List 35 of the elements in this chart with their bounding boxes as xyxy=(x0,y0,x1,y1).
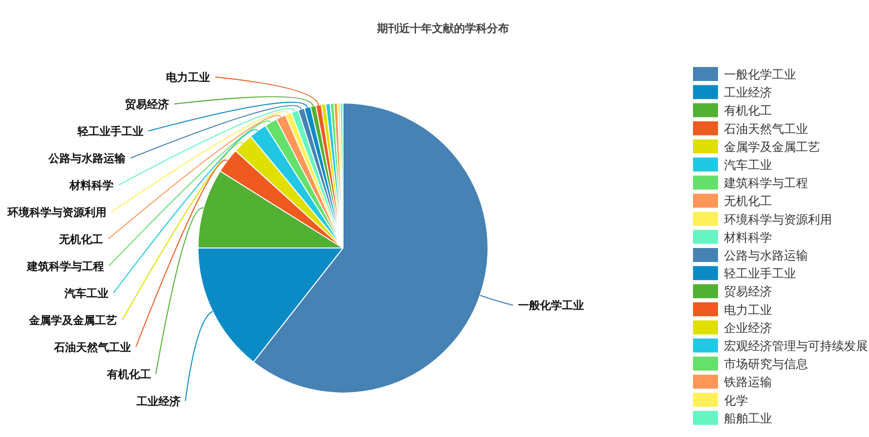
legend-label: 轻工业手工业 xyxy=(724,266,796,281)
slice-label: 贸易经济 xyxy=(125,98,170,111)
legend-label: 一般化学工业 xyxy=(724,68,796,82)
legend-label: 汽车工业 xyxy=(724,158,772,172)
slice-label: 电力工业 xyxy=(166,71,210,84)
legend-label: 建筑科学与工程 xyxy=(723,176,808,190)
slice-label: 公路与水路运输 xyxy=(48,152,127,165)
slice-label: 一般化学工业 xyxy=(518,299,584,312)
legend-label: 贸易经济 xyxy=(724,284,772,299)
legend-label: 铁路运输 xyxy=(723,375,772,390)
legend-label: 工业经济 xyxy=(724,86,772,100)
legend-label: 公路与水路运输 xyxy=(724,248,808,262)
slice-label: 工业经济 xyxy=(135,395,180,408)
legend-label: 企业经济 xyxy=(724,320,772,335)
legend-label: 材料科学 xyxy=(723,230,772,244)
slice-label: 环境科学与资源利用 xyxy=(6,206,106,219)
slice-label: 建筑科学与工程 xyxy=(26,260,104,273)
legend-label: 石油天然气工业 xyxy=(724,122,808,136)
legend-label: 环境科学与资源利用 xyxy=(724,212,832,226)
legend-label: 金属学及金属工艺 xyxy=(724,140,820,154)
legend-label: 宏观经济管理与可持续发展 xyxy=(724,339,868,353)
legend-label: 化学 xyxy=(724,393,748,408)
chart-title: 期刊近十年文献的学科分布 xyxy=(376,22,509,35)
legend-label: 市场研究与信息 xyxy=(724,357,808,372)
slice-label: 无机化工 xyxy=(58,233,104,246)
slice-label: 石油天然气工业 xyxy=(52,341,131,354)
legend-label: 船舶工业 xyxy=(724,411,772,426)
slice-label: 轻工业手工业 xyxy=(76,125,144,138)
legend-label: 电力工业 xyxy=(724,302,772,317)
slice-label: 材料科学 xyxy=(68,179,114,192)
slice-label: 有机化工 xyxy=(106,368,151,381)
slice-label: 汽车工业 xyxy=(63,287,108,300)
slice-label: 金属学及金属工艺 xyxy=(28,314,118,327)
legend-label: 有机化工 xyxy=(724,104,772,118)
legend-label: 无机化工 xyxy=(724,194,772,208)
